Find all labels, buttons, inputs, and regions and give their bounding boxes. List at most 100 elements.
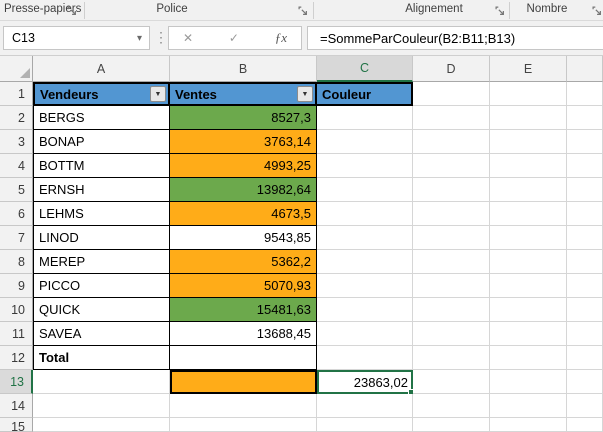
cell-E4[interactable] (490, 154, 567, 178)
cell-B2[interactable]: 8527,3 (170, 106, 317, 130)
cell-A8[interactable]: MEREP (33, 250, 170, 274)
cell-D8[interactable] (413, 250, 490, 274)
dialog-launcher-icon[interactable] (298, 4, 309, 15)
cell-A6[interactable]: LEHMS (33, 202, 170, 226)
cell-F2[interactable] (567, 106, 603, 130)
cell-E12[interactable] (490, 346, 567, 370)
cell-D13[interactable] (413, 370, 490, 394)
row-header-1[interactable]: 1 (0, 82, 33, 106)
cell-D2[interactable] (413, 106, 490, 130)
row-header-7[interactable]: 7 (0, 226, 33, 250)
cell-A2[interactable]: BERGS (33, 106, 170, 130)
cell-E14[interactable] (490, 394, 567, 418)
cell-F15[interactable] (567, 418, 603, 432)
cell-D1[interactable] (413, 82, 490, 106)
cell-F3[interactable] (567, 130, 603, 154)
cell-D11[interactable] (413, 322, 490, 346)
cell-B10[interactable]: 15481,63 (170, 298, 317, 322)
cell-C5[interactable] (317, 178, 413, 202)
formula-bar-handle[interactable]: ⋮ (154, 29, 168, 45)
row-header-4[interactable]: 4 (0, 154, 33, 178)
cell-A11[interactable]: SAVEA (33, 322, 170, 346)
column-header-B[interactable]: B (170, 56, 317, 82)
dialog-launcher-icon[interactable] (67, 4, 78, 15)
select-all-corner[interactable] (0, 56, 33, 82)
dialog-launcher-icon[interactable] (592, 4, 603, 15)
cell-C13-selected[interactable]: 23863,02 (317, 370, 413, 394)
cell-D14[interactable] (413, 394, 490, 418)
cell-C4[interactable] (317, 154, 413, 178)
cell-E5[interactable] (490, 178, 567, 202)
row-header-5[interactable]: 5 (0, 178, 33, 202)
cell-F5[interactable] (567, 178, 603, 202)
cell-D7[interactable] (413, 226, 490, 250)
cell-F14[interactable] (567, 394, 603, 418)
cell-D3[interactable] (413, 130, 490, 154)
cell-E13[interactable] (490, 370, 567, 394)
cell-A14[interactable] (33, 394, 170, 418)
row-header-8[interactable]: 8 (0, 250, 33, 274)
cell-B3[interactable]: 3763,14 (170, 130, 317, 154)
cancel-icon[interactable]: ✕ (183, 31, 194, 45)
filter-button[interactable]: ▼ (297, 86, 313, 102)
cell-A10[interactable]: QUICK (33, 298, 170, 322)
cell-F9[interactable] (567, 274, 603, 298)
row-header-2[interactable]: 2 (0, 106, 33, 130)
column-header-A[interactable]: A (33, 56, 170, 82)
cell-A15[interactable] (33, 418, 170, 432)
row-header-10[interactable]: 10 (0, 298, 33, 322)
row-header-14[interactable]: 14 (0, 394, 33, 418)
row-header-3[interactable]: 3 (0, 130, 33, 154)
cell-F8[interactable] (567, 250, 603, 274)
cell-A7[interactable]: LINOD (33, 226, 170, 250)
cell-F1[interactable] (567, 82, 603, 106)
cell-E2[interactable] (490, 106, 567, 130)
cell-D10[interactable] (413, 298, 490, 322)
cell-C3[interactable] (317, 130, 413, 154)
cell-E6[interactable] (490, 202, 567, 226)
cell-F4[interactable] (567, 154, 603, 178)
cell-D4[interactable] (413, 154, 490, 178)
cell-B5[interactable]: 13982,64 (170, 178, 317, 202)
cell-F13[interactable] (567, 370, 603, 394)
dialog-launcher-icon[interactable] (495, 4, 506, 15)
enter-icon[interactable]: ✓ (228, 31, 239, 45)
cell-E8[interactable] (490, 250, 567, 274)
cell-B15[interactable] (170, 418, 317, 432)
cell-C8[interactable] (317, 250, 413, 274)
formula-input[interactable]: =SommeParCouleur(B2:B11;B13) (307, 26, 603, 50)
insert-function-icon[interactable]: ƒx (274, 30, 287, 45)
cell-B13-criteria[interactable] (170, 370, 317, 394)
cell-E10[interactable] (490, 298, 567, 322)
cell-F10[interactable] (567, 298, 603, 322)
cell-D9[interactable] (413, 274, 490, 298)
cell-E7[interactable] (490, 226, 567, 250)
cell-C2[interactable] (317, 106, 413, 130)
name-box[interactable]: C13 ▾ (3, 26, 150, 50)
cell-B12[interactable] (170, 346, 317, 370)
cell-C1[interactable]: Couleur (317, 82, 413, 106)
cell-C14[interactable] (317, 394, 413, 418)
cell-A5[interactable]: ERNSH (33, 178, 170, 202)
cell-C15[interactable] (317, 418, 413, 432)
cell-B1[interactable]: Ventes ▼ (170, 82, 317, 106)
row-header-13[interactable]: 13 (0, 370, 33, 394)
column-header-F[interactable] (567, 56, 603, 82)
cell-D12[interactable] (413, 346, 490, 370)
filter-button[interactable]: ▼ (150, 86, 166, 102)
cell-B8[interactable]: 5362,2 (170, 250, 317, 274)
column-header-D[interactable]: D (413, 56, 490, 82)
cell-B11[interactable]: 13688,45 (170, 322, 317, 346)
cell-B14[interactable] (170, 394, 317, 418)
cell-E15[interactable] (490, 418, 567, 432)
cell-B6[interactable]: 4673,5 (170, 202, 317, 226)
cell-C10[interactable] (317, 298, 413, 322)
cell-A13[interactable] (33, 370, 170, 394)
cell-C7[interactable] (317, 226, 413, 250)
cell-C6[interactable] (317, 202, 413, 226)
cell-D5[interactable] (413, 178, 490, 202)
cell-C11[interactable] (317, 322, 413, 346)
row-header-11[interactable]: 11 (0, 322, 33, 346)
cell-A9[interactable]: PICCO (33, 274, 170, 298)
cell-F12[interactable] (567, 346, 603, 370)
